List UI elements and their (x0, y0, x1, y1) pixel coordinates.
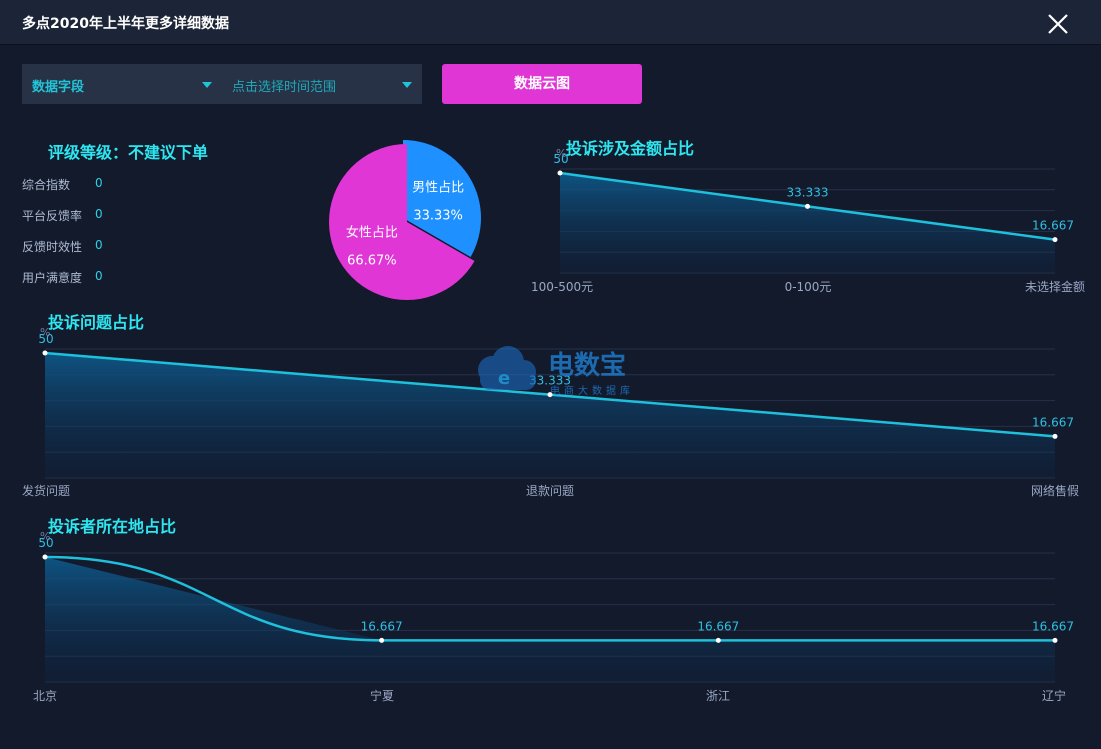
data-point (1052, 637, 1058, 643)
metric-value: 0 (95, 269, 103, 283)
data-point (379, 637, 385, 643)
data-label: 50 (38, 536, 53, 550)
window-titlebar: 多点2020年上半年更多详细数据 (0, 0, 1101, 45)
data-point (557, 170, 563, 176)
x-tick-label: 辽宁 (1042, 688, 1066, 703)
data-point (42, 350, 48, 356)
pie-slice-value: 66.67% (347, 253, 397, 268)
area-fill (45, 353, 1055, 478)
data-label: 50 (553, 152, 568, 166)
metric-label: 综合指数 (22, 178, 71, 192)
rating-title: 评级等级：不建议下单 (48, 143, 209, 162)
pie-slice (403, 140, 481, 257)
data-cloud-button[interactable]: 数据云图 (442, 64, 642, 104)
close-icon[interactable] (1044, 10, 1072, 38)
pie-slice-name: 男性占比 (412, 181, 464, 196)
metric-label: 用户满意度 (22, 271, 83, 285)
metric-value: 0 (95, 176, 103, 190)
data-label: 16.667 (361, 619, 403, 633)
time-range-placeholder: 点击选择时间范围 (232, 80, 337, 95)
chart-title: 投诉问题占比 (48, 313, 144, 332)
chevron-down-icon (402, 82, 412, 88)
chevron-down-icon (202, 82, 212, 88)
y-unit-label: % (40, 326, 50, 339)
metric-value: 0 (95, 238, 103, 252)
area-fill (560, 173, 1055, 273)
metric-label: 反馈时效性 (22, 240, 83, 254)
x-tick-label: 0-100元 (785, 280, 832, 294)
pie-slice-name: 女性占比 (346, 224, 398, 240)
data-field-label: 数据字段 (32, 80, 85, 95)
pie-slice (329, 144, 475, 300)
x-tick-label: 北京 (33, 689, 57, 703)
metric-label: 平台反馈率 (22, 209, 83, 223)
x-tick-label: 宁夏 (370, 688, 394, 703)
data-point (42, 554, 48, 560)
watermark-e-glyph: e (498, 368, 510, 389)
data-label: 33.333 (529, 374, 571, 388)
data-point (547, 392, 553, 398)
data-label: 16.667 (697, 619, 739, 633)
area-fill (45, 557, 1055, 682)
watermark-subtext: 电商大数据库 (550, 384, 634, 397)
x-tick-label: 网络售假 (1031, 483, 1079, 498)
time-range-dropdown[interactable]: 点击选择时间范围 (222, 64, 422, 104)
data-label: 16.667 (1032, 219, 1074, 233)
window-title: 多点2020年上半年更多详细数据 (22, 16, 229, 32)
data-label: 16.667 (1032, 415, 1074, 429)
y-unit-label: % (556, 147, 566, 160)
data-point (1052, 237, 1058, 243)
metric-value: 0 (95, 207, 103, 221)
data-label: 50 (38, 332, 53, 346)
chart-title: 投诉者所在地占比 (48, 517, 176, 536)
data-point (715, 637, 721, 643)
y-unit-label: % (40, 530, 50, 543)
x-tick-label: 100-500元 (531, 280, 593, 294)
data-field-dropdown[interactable]: 数据字段 (22, 64, 222, 104)
watermark-text: 电数宝 (548, 350, 626, 381)
x-tick-label: 退款问题 (526, 484, 574, 498)
data-point (805, 203, 810, 209)
series-line (44, 555, 1055, 642)
watermark-logo: e 电数宝 电商大数据库 (478, 346, 634, 397)
chart-title: 投诉涉及金额占比 (566, 139, 694, 158)
data-label: 16.667 (1032, 619, 1074, 633)
x-tick-label: 浙江 (706, 689, 730, 703)
data-point (1052, 433, 1058, 439)
data-label: 33.333 (787, 185, 829, 199)
x-tick-label: 未选择金额 (1025, 279, 1085, 294)
pie-slice-value: 33.33% (413, 209, 463, 224)
x-tick-label: 发货问题 (22, 483, 70, 498)
